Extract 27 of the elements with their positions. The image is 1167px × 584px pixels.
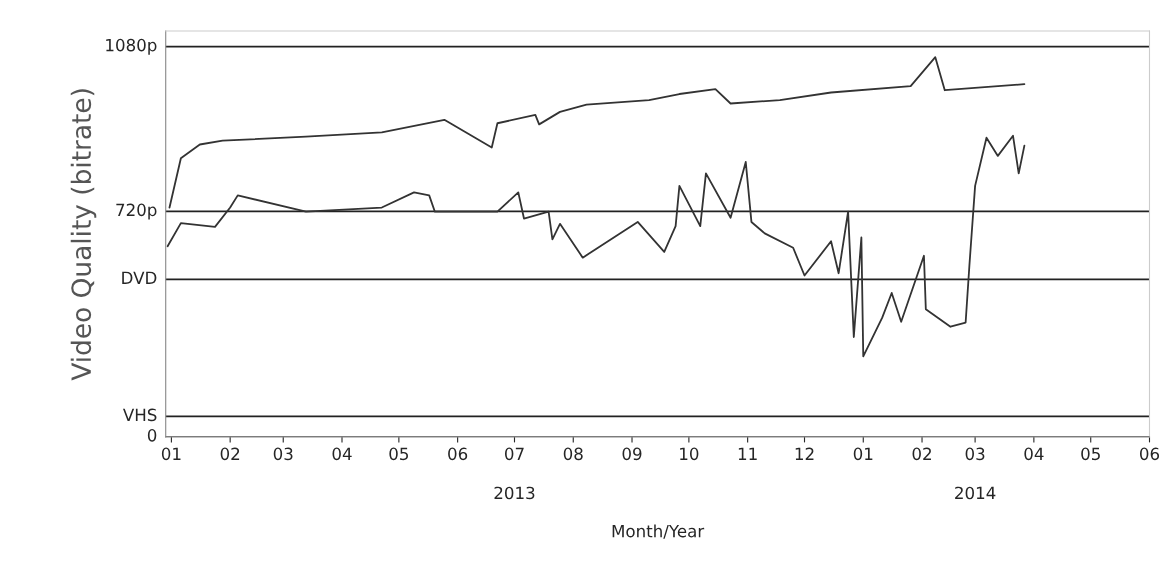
x-tick-label: 03 xyxy=(965,447,985,461)
x-tick-label: 01 xyxy=(161,447,181,461)
x-tick-label: 06 xyxy=(448,447,468,461)
x-tick-label: 04 xyxy=(1024,447,1044,461)
x-tick-label: 10 xyxy=(680,447,699,461)
x-tick-label: 05 xyxy=(389,447,409,461)
x-tick-label: 02 xyxy=(912,447,931,461)
x-tick-label: 12 xyxy=(795,447,814,460)
x-tick-label: 06 xyxy=(1139,447,1160,461)
ref-line-label: VHS xyxy=(123,408,157,422)
x-tick-label: 08 xyxy=(563,447,583,461)
x2-tick-label: 2013 xyxy=(494,486,535,500)
x-tick-label: 09 xyxy=(622,447,642,461)
x-axis-title: Month/Year xyxy=(612,524,705,539)
x-tick-label: 11 xyxy=(738,447,757,460)
ref-line-label: 1080p xyxy=(106,38,157,55)
x-tick-label: 04 xyxy=(332,447,352,461)
ref-line-label: 720p xyxy=(116,203,157,220)
x2-tick-label: 2014 xyxy=(955,486,996,500)
y-axis-title: Video Quality (bitrate) xyxy=(70,89,97,381)
x-tick-label: 05 xyxy=(1081,447,1100,461)
x-tick-label: 07 xyxy=(504,447,524,461)
ref-line-label: DVD xyxy=(122,271,157,284)
x-tick-label: 01 xyxy=(853,447,873,461)
ref-line-label: 0 xyxy=(147,429,157,442)
x-tick-label: 02 xyxy=(220,447,240,461)
x-tick-label: 03 xyxy=(273,447,293,461)
